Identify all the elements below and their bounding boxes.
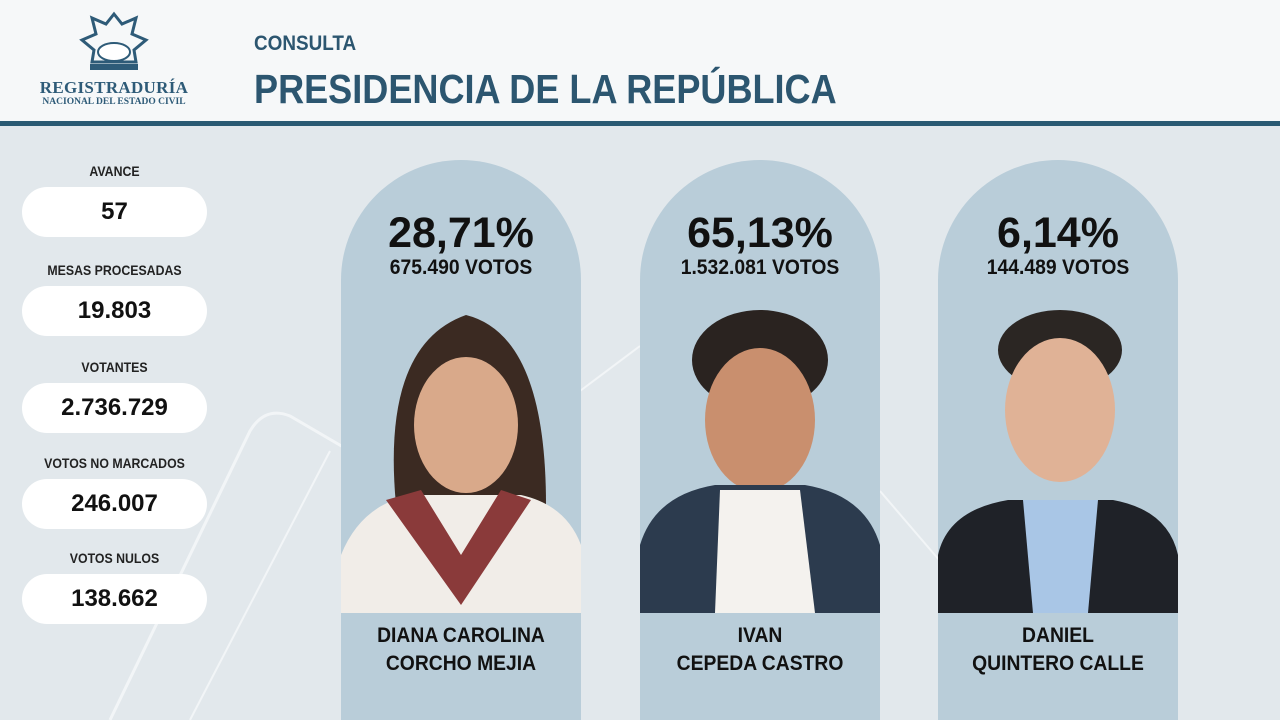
stat-avance: AVANCE 57 <box>22 163 207 237</box>
stat-label: VOTOS NULOS <box>69 550 160 566</box>
candidate-last-name: CORCHO MEJIA <box>385 652 537 675</box>
candidate-percent: 65,13% <box>687 209 833 257</box>
registraduria-logo: REGISTRADURÍA NACIONAL DEL ESTADO CIVIL <box>34 10 194 107</box>
candidate-photo <box>938 310 1178 613</box>
stat-value: 57 <box>22 187 207 237</box>
background-decoration <box>108 345 941 720</box>
stat-label: AVANCE <box>89 163 140 179</box>
stat-label: VOTANTES <box>81 359 148 375</box>
candidate-last-name: QUINTERO CALLE <box>972 652 1144 675</box>
candidate-photo <box>640 310 880 613</box>
stat-value: 138.662 <box>22 574 207 624</box>
logo-line1: REGISTRADURÍA <box>39 78 189 97</box>
stat-label: VOTOS NO MARCADOS <box>44 455 185 471</box>
stat-votos-no-marcados: VOTOS NO MARCADOS 246.007 <box>22 455 207 529</box>
candidate-card: 28,71% 675.490 VOTOS DIANA CAROLINA CORCH… <box>341 160 581 720</box>
candidate-name: IVAN CEPEDA CASTRO <box>650 622 871 678</box>
candidate-percent: 28,71% <box>388 209 534 257</box>
stat-mesas-procesadas: MESAS PROCESADAS 19.803 <box>22 262 207 336</box>
candidate-votes: 144.489 VOTOS <box>986 256 1130 279</box>
stat-votos-nulos: VOTOS NULOS 138.662 <box>22 550 207 624</box>
candidate-name: DIANA CAROLINA CORCHO MEJIA <box>351 622 572 678</box>
subtitle: CONSULTA <box>254 32 357 55</box>
candidate-photo <box>341 315 581 613</box>
stat-votantes: VOTANTES 2.736.729 <box>22 359 207 433</box>
logo-line2: NACIONAL DEL ESTADO CIVIL <box>42 97 186 107</box>
stat-value: 246.007 <box>22 479 207 529</box>
candidate-first-name: IVAN <box>737 624 783 647</box>
candidate-votes: 1.532.081 VOTOS <box>680 256 840 279</box>
candidate-percent: 6,14% <box>997 209 1119 257</box>
candidate-card: 65,13% 1.532.081 VOTOS IVAN CEPEDA CASTRO <box>640 160 880 720</box>
candidate-first-name: DANIEL <box>1022 624 1094 647</box>
candidate-last-name: CEPEDA CASTRO <box>676 652 844 675</box>
stat-value: 19.803 <box>22 286 207 336</box>
candidate-votes: 675.490 VOTOS <box>389 256 533 279</box>
candidate-card: 6,14% 144.489 VOTOS DANIEL QUINTERO CALLE <box>938 160 1178 720</box>
coat-of-arms-icon <box>79 11 149 70</box>
header: REGISTRADURÍA NACIONAL DEL ESTADO CIVIL … <box>0 0 1280 126</box>
stat-value: 2.736.729 <box>22 383 207 433</box>
candidate-name: DANIEL QUINTERO CALLE <box>948 622 1169 678</box>
candidate-first-name: DIANA CAROLINA <box>377 624 545 647</box>
stat-label: MESAS PROCESADAS <box>47 262 182 278</box>
page-title: PRESIDENCIA DE LA REPÚBLICA <box>254 66 837 112</box>
